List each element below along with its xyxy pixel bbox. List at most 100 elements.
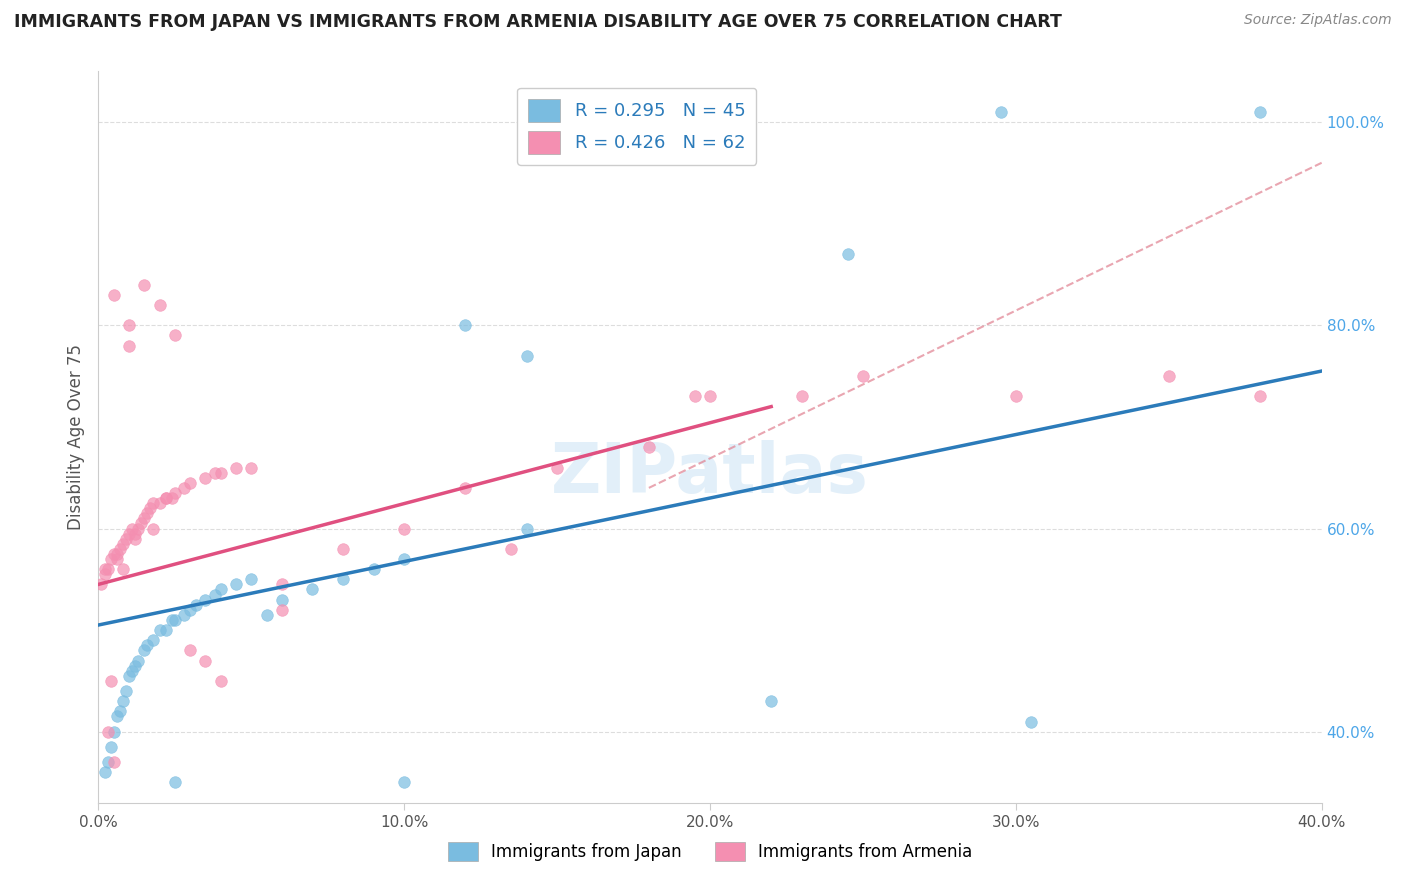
Point <box>129 516 152 531</box>
Point <box>790 389 813 403</box>
Point <box>93 765 115 780</box>
Point <box>186 598 208 612</box>
Point <box>142 496 165 510</box>
Point <box>1249 105 1271 120</box>
Point <box>270 603 292 617</box>
Point <box>108 541 131 556</box>
Point <box>209 582 232 597</box>
Point <box>155 491 177 505</box>
Point <box>1019 714 1042 729</box>
Point <box>256 607 278 622</box>
Point <box>179 643 201 657</box>
Point <box>108 705 131 719</box>
Text: IMMIGRANTS FROM JAPAN VS IMMIGRANTS FROM ARMENIA DISABILITY AGE OVER 75 CORRELAT: IMMIGRANTS FROM JAPAN VS IMMIGRANTS FROM… <box>14 13 1062 31</box>
Point <box>124 526 146 541</box>
Point <box>103 288 125 302</box>
Point <box>155 491 177 505</box>
Point <box>204 466 226 480</box>
Point <box>392 521 416 535</box>
Point <box>105 552 128 566</box>
Point <box>173 481 195 495</box>
Point <box>105 709 128 723</box>
Point <box>103 755 125 769</box>
Point <box>100 673 122 688</box>
Point <box>225 577 247 591</box>
Point <box>111 694 134 708</box>
Point <box>111 537 134 551</box>
Point <box>204 588 226 602</box>
Point <box>134 643 156 657</box>
Point <box>179 826 201 840</box>
Point <box>332 572 354 586</box>
Point <box>93 562 115 576</box>
Point <box>136 638 159 652</box>
Point <box>699 389 721 403</box>
Point <box>103 547 125 561</box>
Point <box>240 572 263 586</box>
Point <box>97 724 120 739</box>
Point <box>149 298 172 312</box>
Point <box>127 654 149 668</box>
Point <box>111 562 134 576</box>
Point <box>121 664 143 678</box>
Point <box>637 440 661 454</box>
Point <box>118 318 141 333</box>
Point <box>142 633 165 648</box>
Point <box>115 684 138 698</box>
Point <box>683 389 706 403</box>
Point <box>155 623 177 637</box>
Point <box>118 526 141 541</box>
Point <box>392 552 416 566</box>
Point <box>134 511 156 525</box>
Point <box>134 277 156 292</box>
Point <box>142 521 165 535</box>
Point <box>93 567 115 582</box>
Point <box>194 654 217 668</box>
Point <box>115 532 138 546</box>
Point <box>127 521 149 535</box>
Point <box>546 460 568 475</box>
Point <box>118 338 141 352</box>
Point <box>149 623 172 637</box>
Point <box>852 369 875 384</box>
Point <box>194 471 217 485</box>
Point <box>121 521 143 535</box>
Point <box>100 552 122 566</box>
Point <box>97 562 120 576</box>
Point <box>516 349 538 363</box>
Point <box>516 521 538 535</box>
Text: Source: ZipAtlas.com: Source: ZipAtlas.com <box>1244 13 1392 28</box>
Point <box>332 541 354 556</box>
Point <box>240 460 263 475</box>
Point <box>363 562 385 576</box>
Point <box>209 466 232 480</box>
Point <box>160 491 183 505</box>
Point <box>1249 389 1271 403</box>
Point <box>163 328 186 343</box>
Text: ZIPatlas: ZIPatlas <box>551 440 869 508</box>
Point <box>301 582 323 597</box>
Point <box>97 755 120 769</box>
Point <box>136 506 159 520</box>
Point <box>759 694 782 708</box>
Point <box>1004 389 1026 403</box>
Point <box>194 592 217 607</box>
Point <box>149 496 172 510</box>
Point <box>103 724 125 739</box>
Legend: Immigrants from Japan, Immigrants from Armenia: Immigrants from Japan, Immigrants from A… <box>441 835 979 868</box>
Y-axis label: Disability Age Over 75: Disability Age Over 75 <box>66 344 84 530</box>
Point <box>160 613 183 627</box>
Point <box>100 739 122 754</box>
Point <box>105 547 128 561</box>
Point <box>392 775 416 789</box>
Point <box>179 603 201 617</box>
Point <box>1157 369 1180 384</box>
Point <box>270 592 292 607</box>
Point <box>270 577 292 591</box>
Point <box>454 318 477 333</box>
Point <box>501 541 523 556</box>
Point <box>163 775 186 789</box>
Point <box>90 577 112 591</box>
Point <box>837 247 859 261</box>
Point <box>990 105 1012 120</box>
